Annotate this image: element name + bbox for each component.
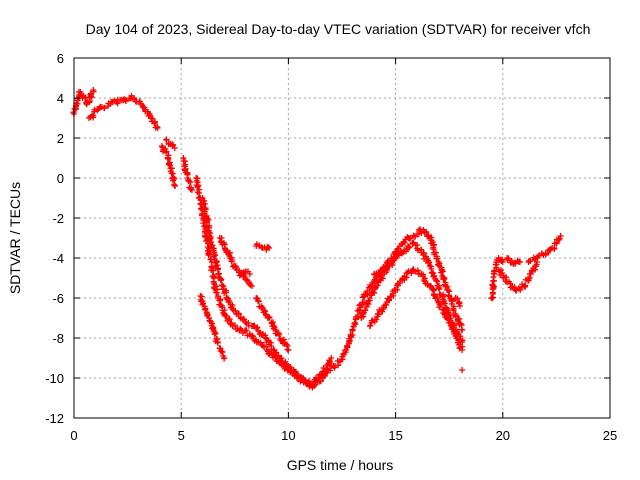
series-arc-10 [238, 268, 253, 277]
grid [74, 58, 610, 418]
series-arc-15 [366, 266, 466, 353]
series-arc-19 [488, 255, 506, 302]
chart-title: Day 104 of 2023, Sidereal Day-to-day VTE… [86, 21, 591, 37]
series-arc-5 [180, 155, 195, 193]
y-tick-label: -4 [52, 251, 64, 266]
plot-frame [73, 57, 611, 419]
series-arc-4 [163, 136, 178, 151]
x-axis-title: GPS time / hours [287, 457, 394, 473]
x-tick-label: 20 [496, 428, 510, 443]
series-arc-16 [371, 264, 391, 278]
x-tick-label: 0 [70, 428, 77, 443]
series-arc-12 [253, 241, 273, 253]
y-tick-label: -12 [45, 411, 64, 426]
series-arc-20 [495, 267, 528, 294]
y-tick-label: 0 [57, 171, 64, 186]
x-tick-label: 25 [603, 428, 617, 443]
series-arc-9 [216, 234, 255, 289]
y-tick-label: -10 [45, 371, 64, 386]
axis-ticks: 0 5 10 15 20 25 -12 -10 -8 -6 -4 -2 0 2 4 6 [45, 51, 617, 443]
data-points [70, 87, 564, 391]
series-arc-3 [158, 143, 179, 189]
x-tick-label: 5 [178, 428, 185, 443]
series-arc-23 [525, 245, 556, 265]
y-tick-label: 4 [57, 91, 64, 106]
y-tick-label: 6 [57, 51, 64, 66]
y-tick-label: 2 [57, 131, 64, 146]
x-tick-label: 10 [281, 428, 295, 443]
series-arc-11 [253, 295, 292, 353]
y-axis-title: SDTVAR / TECUs [7, 182, 23, 294]
y-tick-label: -6 [52, 291, 64, 306]
y-tick-label: -8 [52, 331, 64, 346]
series-arc-2 [86, 92, 161, 131]
series-arc-17 [452, 295, 463, 309]
y-tick-label: -2 [52, 211, 64, 226]
series-arc-8 [197, 293, 228, 362]
series-arc-24 [551, 233, 564, 252]
series-arc-6 [193, 175, 335, 390]
series-arc-18 [459, 367, 466, 373]
series-arc-21 [504, 255, 523, 267]
series-arc-7 [199, 195, 335, 391]
x-tick-label: 15 [388, 428, 402, 443]
